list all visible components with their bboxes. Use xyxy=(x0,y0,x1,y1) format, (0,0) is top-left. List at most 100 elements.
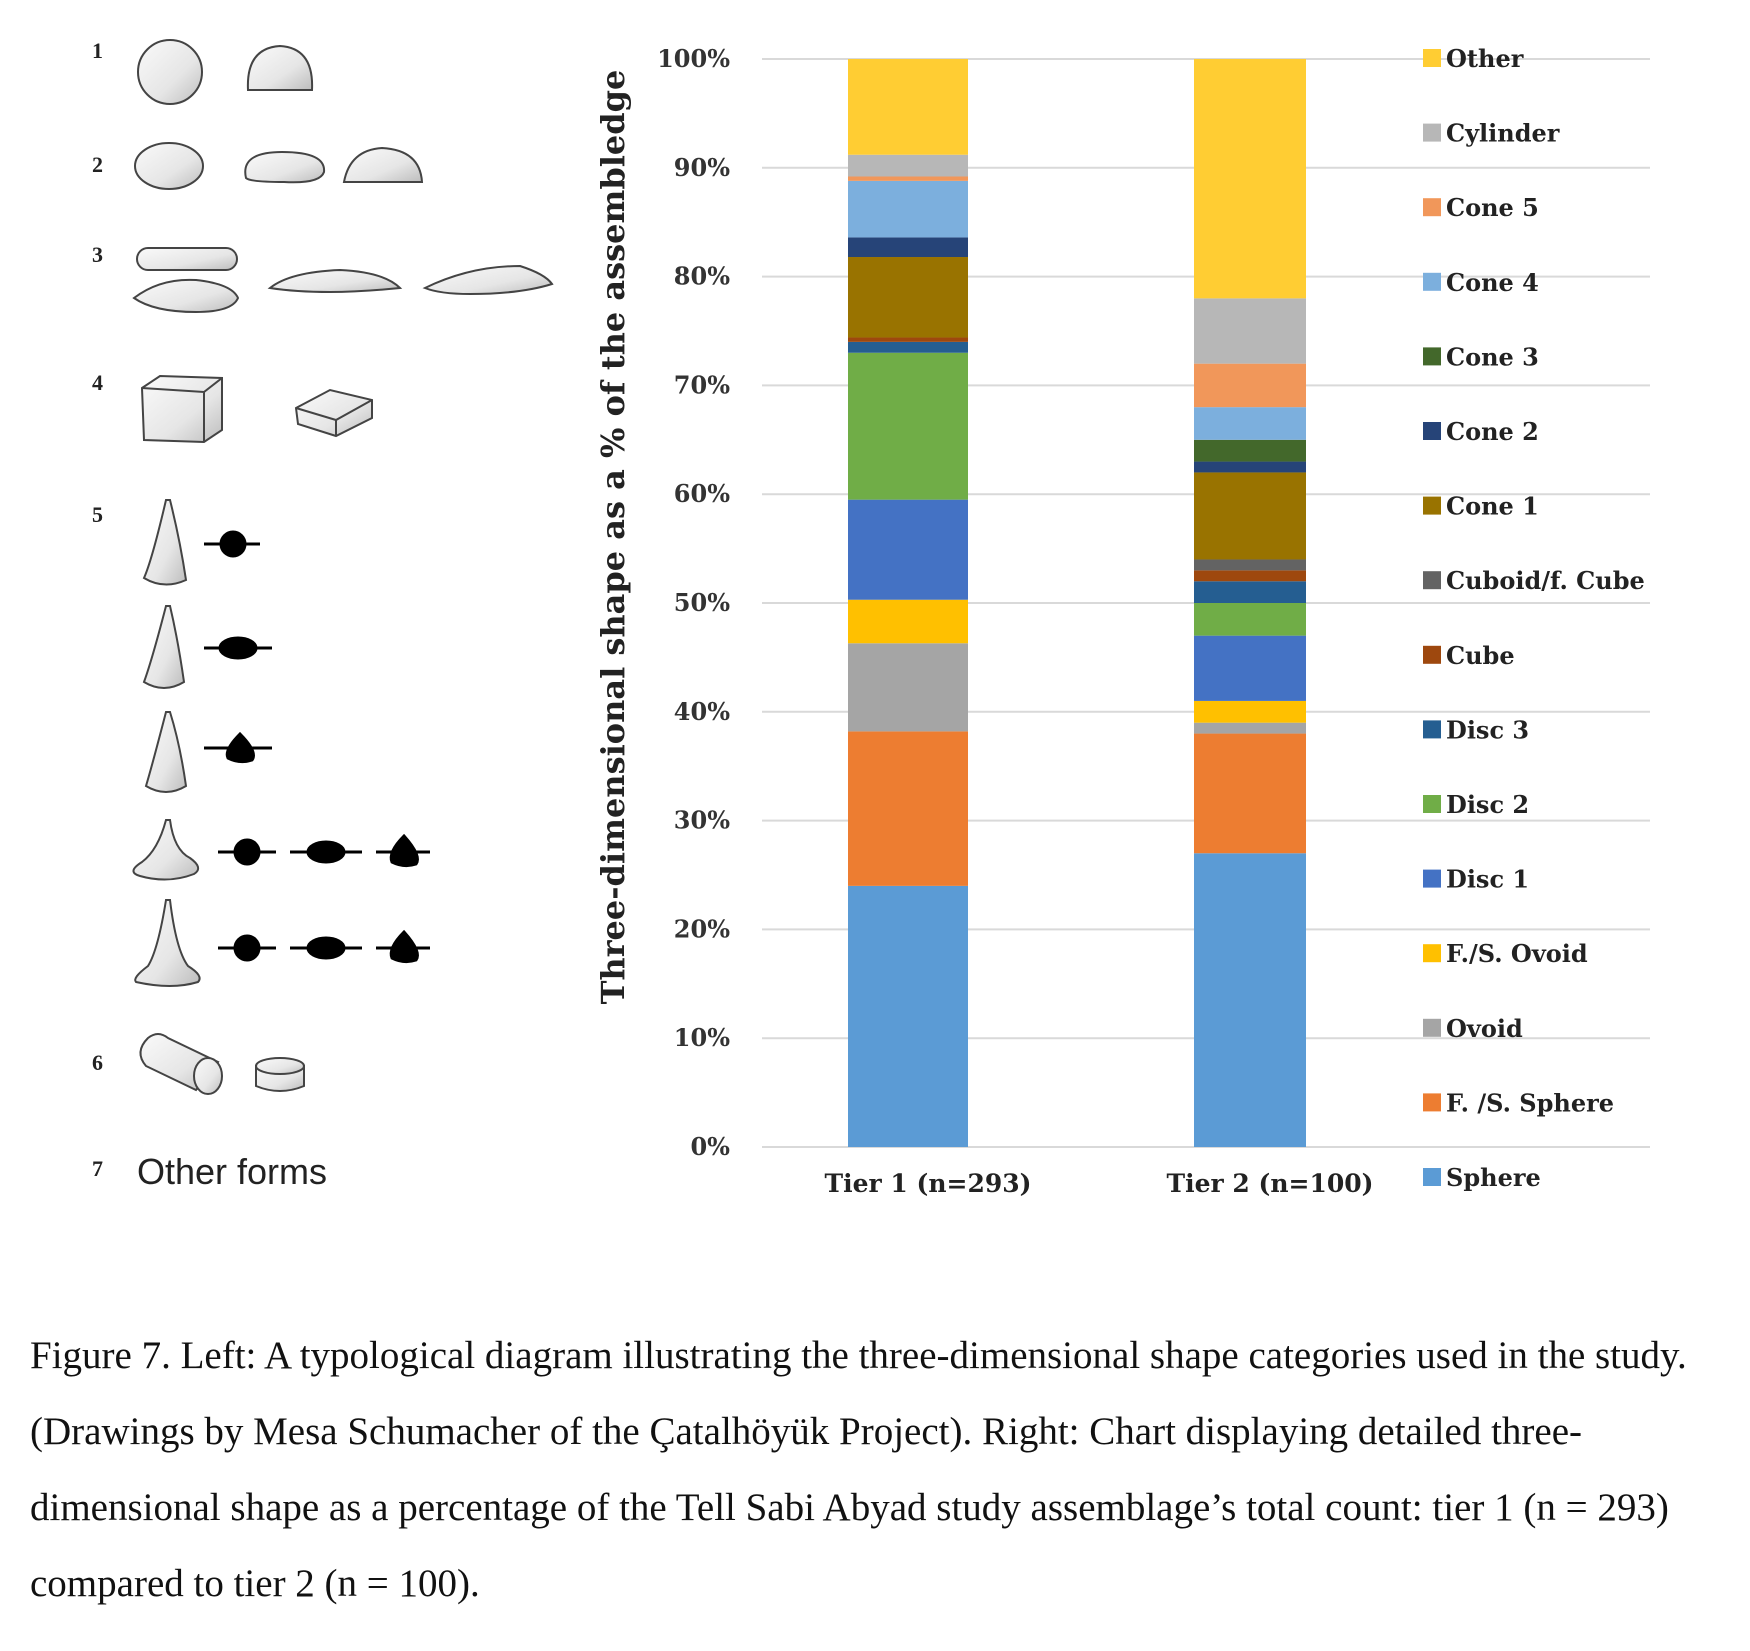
y-axis-title: Three-dimensional shape as a % of the as… xyxy=(600,70,632,1005)
disc-shape xyxy=(267,268,403,294)
legend-swatch xyxy=(1423,1168,1441,1186)
y-tick-label: 30% xyxy=(674,806,730,835)
legend-label: Disc 2 xyxy=(1446,790,1529,819)
cube-shape xyxy=(140,374,223,444)
legend-swatch xyxy=(1423,272,1441,291)
legend-label: Cone 2 xyxy=(1446,417,1539,446)
legend-label: Cuboid/f. Cube xyxy=(1446,566,1645,595)
y-tick-label: 100% xyxy=(657,44,730,73)
bar-segment xyxy=(848,352,968,500)
triangular-section-icon xyxy=(389,929,419,964)
y-tick-label: 10% xyxy=(674,1023,730,1052)
legend-swatch xyxy=(1423,869,1441,888)
bar-segment xyxy=(1194,570,1306,582)
bar-segment xyxy=(1194,733,1306,854)
ovoid-shape xyxy=(134,142,204,190)
legend-swatch xyxy=(1423,422,1441,440)
legend-label: Ovoid xyxy=(1446,1014,1523,1043)
other-forms-label: Other forms xyxy=(137,1151,327,1192)
bar-segment xyxy=(1194,439,1306,462)
legend-label: Cone 4 xyxy=(1446,268,1539,297)
typology-diagram: 1 2 3 4 5 6 7 xyxy=(92,38,554,1192)
bar-segment xyxy=(848,499,968,600)
legend-label: Cube xyxy=(1446,641,1515,670)
y-tick-label: 60% xyxy=(674,479,730,508)
legend-label: F./S. Ovoid xyxy=(1446,939,1588,968)
cube-edge xyxy=(141,377,223,442)
bar-segment xyxy=(848,341,968,353)
bar-segment xyxy=(848,59,968,155)
cone-shape xyxy=(144,711,188,793)
legend-label: Sphere xyxy=(1446,1163,1541,1192)
cone-shape xyxy=(142,605,186,689)
cone-shape xyxy=(132,819,200,881)
y-tick-label: 20% xyxy=(674,914,730,943)
round-section-icon xyxy=(233,934,261,962)
short-cylinder-top xyxy=(255,1057,305,1075)
bar-segment xyxy=(1194,603,1306,636)
flattened-ovoid-shape xyxy=(244,150,326,184)
y-tick-label: 80% xyxy=(674,262,730,291)
legend-swatch xyxy=(1423,49,1441,67)
oval-section-icon xyxy=(218,636,258,660)
y-tick-label: 0% xyxy=(690,1132,730,1161)
oval-section-icon xyxy=(306,936,346,960)
diagram-row-label: 1 xyxy=(92,38,103,63)
triangular-section-icon xyxy=(225,731,255,764)
diagram-row-label: 6 xyxy=(92,1050,103,1075)
bar-segment xyxy=(848,337,968,342)
legend-label: Cone 3 xyxy=(1446,342,1539,371)
legend-label: Cone 5 xyxy=(1446,193,1539,222)
legend-label: Disc 1 xyxy=(1446,865,1529,894)
legend-swatch xyxy=(1423,571,1441,590)
bar-segment xyxy=(1194,853,1306,1147)
bar-segment xyxy=(848,643,968,732)
legend-label: F. /S. Sphere xyxy=(1446,1088,1614,1117)
y-tick-label: 40% xyxy=(674,697,730,726)
legend-label: Other xyxy=(1446,44,1524,73)
x-category-label: Tier 2 (n=100) xyxy=(1167,1169,1374,1198)
legend: Other Cylinder Cone 5 Cone 4 Cone 3 Cone 2 Con… xyxy=(1423,44,1645,1192)
round-section-icon xyxy=(233,838,261,866)
disc-shape xyxy=(136,247,238,271)
legend-swatch xyxy=(1423,496,1441,515)
bar-segment xyxy=(848,176,968,181)
flattened-ovoid-shape xyxy=(342,146,424,183)
bar-segment xyxy=(1194,461,1306,473)
diagram-row-label: 2 xyxy=(92,152,103,177)
bar-segment xyxy=(1194,635,1306,701)
legend-swatch xyxy=(1423,123,1441,142)
cuboid-shape xyxy=(294,388,373,438)
cuboid-edge xyxy=(295,399,373,436)
legend-swatch xyxy=(1423,944,1441,963)
legend-label: Disc 3 xyxy=(1446,715,1529,744)
bar-segment xyxy=(848,731,968,886)
legend-swatch xyxy=(1423,795,1441,813)
legend-label: Cylinder xyxy=(1446,119,1560,148)
legend-label: Cone 1 xyxy=(1446,492,1539,521)
stacked-bar-chart: 0% 10% 20% 30% 40% 50% 60% 70% 80% 90% 100% Tier 1… xyxy=(600,44,1650,1198)
legend-swatch xyxy=(1423,645,1441,664)
oval-section-icon xyxy=(306,840,346,864)
cone-shape xyxy=(142,499,188,586)
diagram-row-label: 5 xyxy=(92,502,103,527)
disc-shape xyxy=(132,278,240,314)
x-category-label: Tier 1 (n=293) xyxy=(825,1169,1032,1198)
legend-swatch xyxy=(1423,347,1441,366)
bar-segment xyxy=(1194,59,1306,299)
disc-shape xyxy=(422,264,554,296)
cone-shape xyxy=(134,899,201,987)
bar-segment xyxy=(848,257,968,338)
legend-swatch xyxy=(1423,198,1441,217)
diagram-row-label: 3 xyxy=(92,242,103,267)
bar-segment xyxy=(848,885,968,1147)
y-tick-label: 90% xyxy=(674,153,730,182)
legend-swatch xyxy=(1423,1018,1441,1037)
bar-segment xyxy=(1194,559,1306,571)
bars xyxy=(848,59,1306,1147)
x-axis-categories: Tier 1 (n=293) Tier 2 (n=100) xyxy=(825,1169,1374,1198)
round-section-icon xyxy=(219,530,247,558)
bar-segment xyxy=(848,237,968,258)
bar-segment xyxy=(1194,298,1306,364)
cylinder-end xyxy=(193,1057,223,1095)
